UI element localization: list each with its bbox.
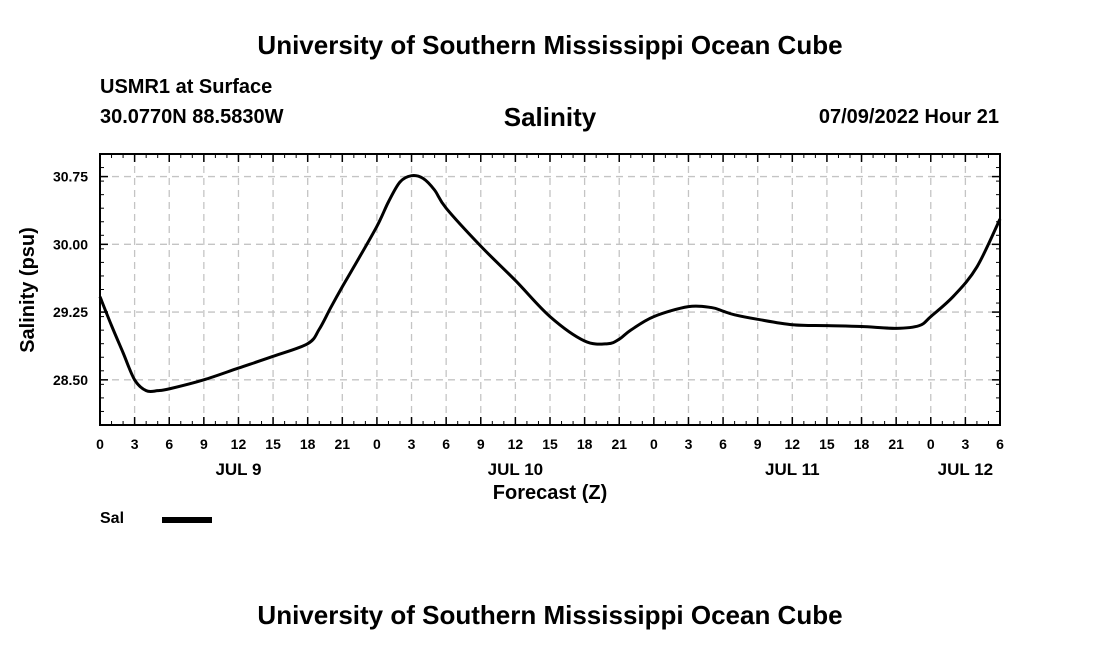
axis-layer (99, 153, 1001, 426)
x-tick-label: 21 (888, 436, 904, 452)
y-tick-label: 28.50 (53, 372, 88, 388)
y-axis-label: Salinity (psu) (17, 227, 39, 353)
x-tick-label: 18 (300, 436, 316, 452)
x-tick-label: 3 (685, 436, 693, 452)
variable-title: Salinity (503, 102, 597, 132)
x-tick-label: 12 (785, 436, 801, 452)
datetime-label: 07/09/2022 Hour 21 (818, 106, 999, 128)
x-tick-label: 18 (854, 436, 870, 452)
x-tick-label: 0 (373, 436, 381, 452)
chart-title-bottom: University of Southern Mississippi Ocean… (257, 600, 843, 630)
x-tick-label: 6 (996, 436, 1004, 452)
x-tick-label: 0 (96, 436, 104, 452)
date-label: JUL 10 (488, 460, 543, 479)
x-axis-label: Forecast (Z) (492, 482, 608, 504)
x-tick-label: 6 (719, 436, 727, 452)
series-layer (98, 174, 1002, 394)
legend-label: Sal (100, 510, 125, 527)
x-tick-label: 18 (577, 436, 593, 452)
x-tick-label: 6 (442, 436, 450, 452)
x-tick-label: 9 (200, 436, 208, 452)
x-tick-label: 21 (611, 436, 627, 452)
x-tick-label: 9 (754, 436, 762, 452)
date-label: JUL 11 (765, 460, 820, 479)
x-tick-label: 21 (335, 436, 351, 452)
chart-title-top: University of Southern Mississippi Ocean… (257, 30, 843, 60)
x-tick-label: 12 (508, 436, 524, 452)
series-line-sal (98, 174, 1002, 394)
date-label: JUL 12 (938, 460, 993, 479)
x-tick-label: 15 (265, 436, 281, 452)
x-tick-label: 3 (131, 436, 139, 452)
x-tick-label: 3 (961, 436, 969, 452)
grid-layer (100, 154, 1000, 425)
x-tick-label: 6 (165, 436, 173, 452)
x-tick-label: 0 (927, 436, 935, 452)
station-label: USMR1 at Surface (100, 76, 273, 98)
y-tick-label: 29.25 (53, 304, 88, 320)
coordinates-label: 30.0770N 88.5830W (100, 106, 284, 128)
x-tick-label: 15 (542, 436, 558, 452)
y-tick-label: 30.75 (53, 169, 88, 185)
x-tick-label: 15 (819, 436, 835, 452)
x-tick-label: 0 (650, 436, 658, 452)
x-tick-label: 9 (477, 436, 485, 452)
x-tick-label: 12 (231, 436, 247, 452)
date-label: JUL 9 (215, 460, 261, 479)
tick-label-layer: 0 3 6 9 12 15 18 21 0 3 6 9 12 15 18 21 0 3 6 9 12 15 18 21 0 3 6J… (53, 169, 1004, 479)
y-tick-label: 30.00 (53, 236, 88, 252)
x-tick-label: 3 (408, 436, 416, 452)
legend-swatch (162, 517, 212, 523)
